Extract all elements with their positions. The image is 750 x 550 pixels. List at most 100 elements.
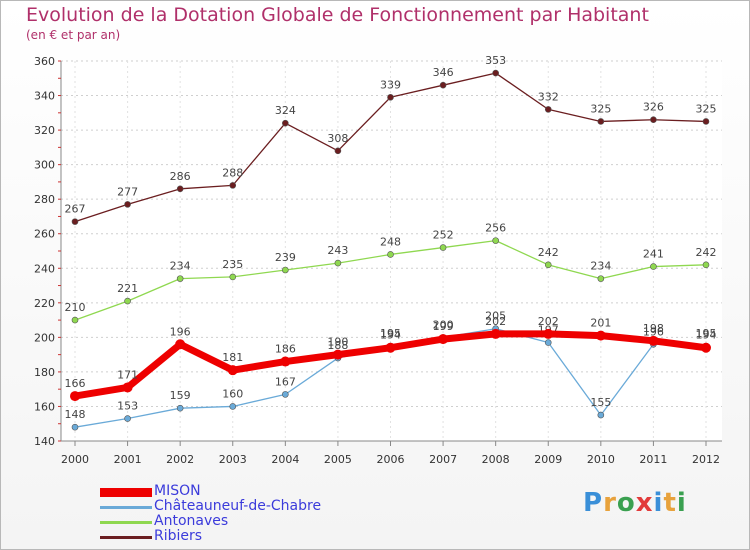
data-point	[701, 342, 711, 353]
legend-swatch-antonaves	[100, 521, 152, 524]
data-label: 196	[643, 325, 664, 338]
y-tick-label: 160	[34, 400, 55, 413]
data-point	[597, 118, 605, 125]
data-label: 200	[433, 318, 454, 331]
data-label: 221	[117, 282, 138, 295]
data-point	[124, 201, 131, 208]
data-label: 325	[696, 102, 717, 115]
data-point	[176, 275, 184, 282]
data-label: 248	[380, 235, 401, 248]
chart-title: Evolution de la Dotation Globale de Fonc…	[26, 4, 649, 26]
data-point	[71, 423, 79, 431]
data-point	[176, 185, 184, 193]
data-label: 205	[485, 310, 506, 323]
y-tick-label: 360	[34, 55, 55, 68]
x-tick-label: 2006	[377, 453, 405, 466]
data-point	[71, 316, 79, 324]
data-label: 194	[380, 329, 401, 342]
data-point	[544, 339, 552, 346]
data-point	[387, 251, 394, 258]
data-label: 234	[170, 260, 191, 273]
logo-letter: o	[616, 488, 636, 518]
data-label: 353	[485, 54, 506, 67]
chart-subtitle: (en € et par an)	[26, 28, 121, 42]
data-point	[176, 404, 184, 412]
data-label: 196	[170, 325, 191, 338]
data-label: 195	[696, 327, 717, 340]
data-point	[648, 335, 659, 346]
data-point	[544, 261, 552, 269]
data-point	[492, 69, 499, 77]
data-point	[334, 259, 342, 267]
data-label: 148	[65, 408, 86, 421]
y-tick-label: 140	[34, 435, 55, 448]
data-label: 252	[433, 229, 454, 242]
x-tick-label: 2009	[534, 453, 562, 466]
y-tick-label: 340	[34, 90, 55, 103]
data-label: 339	[380, 78, 401, 91]
x-tick-label: 2007	[429, 453, 457, 466]
data-point	[70, 391, 80, 402]
x-tick-label: 2005	[324, 453, 352, 466]
y-tick-label: 260	[34, 228, 55, 241]
data-label: 202	[485, 315, 506, 328]
data-point	[702, 118, 710, 125]
data-point	[229, 403, 237, 410]
data-label: 325	[590, 102, 611, 115]
data-point	[280, 356, 291, 367]
data-label: 195	[380, 327, 401, 340]
data-label: 267	[65, 203, 86, 216]
x-tick-label: 2002	[166, 453, 194, 466]
data-label: 210	[65, 301, 86, 314]
data-label: 190	[327, 336, 348, 349]
data-label: 235	[222, 258, 243, 271]
data-label: 242	[696, 246, 717, 259]
data-label: 288	[222, 166, 243, 179]
data-label: 201	[590, 317, 611, 330]
legend-label-antonaves: Antonaves	[154, 513, 229, 529]
logo-letter: i	[676, 488, 687, 518]
data-point	[544, 106, 552, 113]
data-label: 202	[538, 315, 559, 328]
data-label: 166	[65, 377, 86, 390]
data-label: 234	[590, 260, 611, 273]
data-point	[227, 365, 238, 376]
data-point	[543, 328, 554, 339]
logo-letter: i	[653, 488, 664, 518]
x-tick-label: 2011	[639, 453, 667, 466]
data-label: 277	[117, 185, 138, 198]
x-tick-label: 2012	[692, 453, 720, 466]
data-label: 256	[485, 222, 506, 235]
legend-label-chateauneuf: Châteauneuf-de-Chabre	[154, 498, 322, 514]
data-label: 186	[275, 343, 296, 356]
data-point	[439, 81, 447, 89]
data-label: 167	[275, 375, 296, 388]
data-label: 324	[275, 104, 296, 117]
data-point	[229, 182, 237, 189]
data-point	[438, 334, 449, 345]
data-label: 308	[327, 132, 348, 145]
data-label: 198	[643, 322, 664, 335]
data-label: 239	[275, 251, 296, 264]
data-label: 199	[433, 320, 454, 333]
legend-label-ribiers: Ribiers	[154, 528, 203, 544]
data-point	[282, 119, 289, 127]
y-tick-label: 200	[34, 331, 55, 344]
data-point	[439, 244, 447, 251]
data-point	[71, 218, 79, 225]
data-point	[650, 263, 657, 270]
y-tick-label: 320	[34, 124, 55, 137]
data-point	[332, 349, 343, 360]
logo-letter: r	[603, 488, 617, 518]
data-label: 194	[696, 329, 717, 342]
x-tick-label: 2000	[61, 453, 89, 466]
data-label: 243	[327, 244, 348, 257]
x-tick-label: 2010	[587, 453, 615, 466]
data-point	[122, 382, 133, 393]
data-point	[702, 261, 710, 269]
data-label: 153	[117, 400, 138, 413]
y-tick-label: 180	[34, 366, 55, 379]
data-label: 160	[222, 387, 243, 400]
data-label: 332	[538, 90, 559, 103]
